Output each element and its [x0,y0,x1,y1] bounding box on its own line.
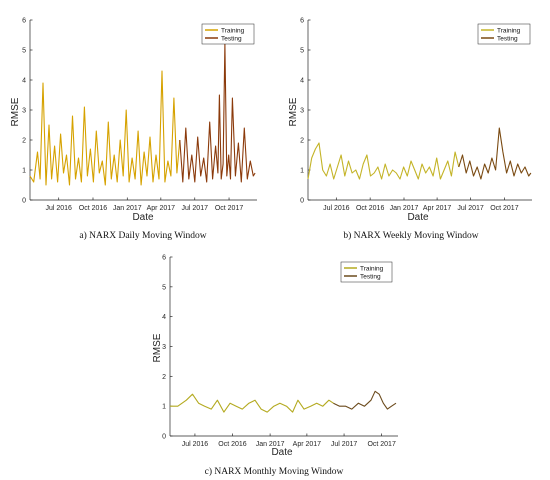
legend-box [340,261,393,283]
series-line-training [170,393,334,413]
x-tick-label: Oct 2017 [215,205,244,212]
x-tick-label: Oct 2016 [218,441,247,448]
series-line-testing [179,43,256,183]
x-tick-label: Jul 2016 [45,205,72,212]
legend-box [201,23,255,45]
legend-label: Training [497,27,521,34]
y-tick-label: 5 [22,48,26,55]
y-tick-label: 4 [300,78,304,85]
x-tick-label: Jul 2017 [457,205,484,212]
legend-label: Testing [360,273,381,280]
legend-label: Testing [221,35,242,42]
x-tick-label: Jul 2017 [182,205,209,212]
series-line-training [29,70,181,186]
y-tick-label: 5 [162,284,166,291]
y-tick-label: 6 [22,18,26,25]
series-line-testing [333,390,397,410]
y-tick-label: 4 [162,314,166,321]
legend-label: Testing [497,35,518,42]
legend-label: Training [221,27,245,34]
x-tick-label: Jan 2017 [113,205,142,212]
x-tick-label: Jul 2016 [182,441,209,448]
ylabel: RMSE [288,97,299,126]
xlabel: Date [132,212,154,223]
ylabel: RMSE [10,97,21,126]
y-tick-label: 2 [22,138,26,145]
x-tick-label: Oct 2017 [490,205,519,212]
y-tick-label: 3 [300,108,304,115]
x-tick-label: Jul 2016 [323,205,350,212]
y-tick-label: 2 [300,138,304,145]
xlabel: Date [271,447,293,458]
y-tick-label: 1 [300,168,304,175]
legend-label: Training [360,265,384,272]
y-tick-label: 2 [162,374,166,381]
y-tick-label: 3 [22,108,26,115]
y-tick-label: 4 [22,78,26,85]
y-tick-label: 0 [300,198,304,205]
series-line-training [307,142,460,180]
x-tick-label: Jan 2017 [256,441,285,448]
xlabel: Date [407,212,429,223]
y-tick-label: 3 [162,344,166,351]
legend-box [477,23,531,45]
y-tick-label: 6 [162,255,166,262]
panel-monthly: RMSE Date c) NARX Monthly Moving Window … [152,255,398,477]
panel-weekly: RMSE Date b) NARX Weekly Moving Window 0… [288,18,532,241]
x-tick-label: Oct 2017 [367,441,396,448]
y-tick-label: 1 [162,404,166,411]
x-tick-label: Jan 2017 [390,205,419,212]
y-tick-label: 6 [300,18,304,25]
x-tick-label: Apr 2017 [147,205,176,212]
caption: c) NARX Monthly Moving Window [205,466,344,477]
ylabel: RMSE [152,333,163,362]
x-tick-label: Apr 2017 [293,441,322,448]
y-tick-label: 0 [22,198,26,205]
x-tick-label: Oct 2016 [79,205,108,212]
caption: b) NARX Weekly Moving Window [343,230,478,241]
y-tick-label: 0 [162,434,166,441]
x-tick-label: Apr 2017 [423,205,452,212]
x-tick-label: Jul 2017 [331,441,358,448]
caption: a) NARX Daily Moving Window [79,230,206,241]
x-tick-label: Oct 2016 [356,205,385,212]
y-tick-label: 5 [300,48,304,55]
series-line-testing [458,127,532,180]
y-tick-label: 1 [22,168,26,175]
panel-daily: RMSE Date a) NARX Daily Moving Window 0 1… [10,18,257,241]
